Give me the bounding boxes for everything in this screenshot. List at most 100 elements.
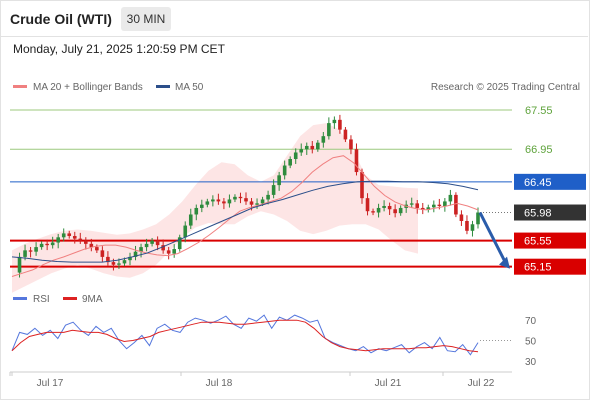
candle-body <box>365 198 370 212</box>
candle-body <box>117 263 121 265</box>
candle-body <box>343 129 348 140</box>
candle-body <box>200 204 204 208</box>
candle-body <box>227 199 232 204</box>
candle-body <box>50 242 55 246</box>
candle-body <box>260 199 265 204</box>
ma20-line <box>11 155 479 277</box>
level-tag-66.45 <box>514 173 586 190</box>
level-label-66.45: 66.45 <box>524 177 552 189</box>
candle-body <box>17 256 22 273</box>
candle-body <box>371 211 375 213</box>
candle-body <box>310 145 315 150</box>
candle-body <box>282 165 287 176</box>
ma50-legend-swatch <box>156 85 170 88</box>
candle-body <box>277 175 281 186</box>
candle-body <box>387 205 392 210</box>
candle-body <box>100 250 105 257</box>
x-tick-label: Jul 21 <box>375 378 402 389</box>
candle-body <box>409 203 414 205</box>
level-label-65.15: 65.15 <box>524 262 552 274</box>
candle-body <box>316 142 320 150</box>
candle-body <box>216 199 221 202</box>
level-label-67.55: 67.55 <box>525 105 553 117</box>
candle-body <box>244 198 248 202</box>
candle-body <box>166 250 171 254</box>
candle-body <box>233 196 237 200</box>
candle-body <box>144 243 149 248</box>
timeframe-badge[interactable]: 30 MIN <box>121 7 171 31</box>
candle-body <box>299 149 304 153</box>
x-tick-label: Jul 17 <box>37 378 64 389</box>
candle-body <box>89 243 94 248</box>
instrument-title: Crude Oil (WTI) <box>10 11 112 27</box>
candle-body <box>266 194 270 200</box>
candle-body <box>56 237 60 243</box>
candle-body <box>106 256 110 263</box>
candle-body <box>95 247 99 251</box>
candle-body <box>139 247 143 252</box>
candle-body <box>376 207 381 213</box>
candle-body <box>382 205 386 208</box>
level-tag-65.55 <box>514 232 586 249</box>
candle-body <box>161 245 165 251</box>
candle-body <box>332 119 337 124</box>
candle-body <box>23 250 27 257</box>
level-label-65.98: 65.98 <box>524 208 552 220</box>
candle-body <box>39 243 44 248</box>
ma9-legend-swatch <box>63 297 77 300</box>
candle-body <box>293 152 298 159</box>
rsi-legend-label: RSI <box>33 294 50 305</box>
x-tick-label: Jul 18 <box>206 378 233 389</box>
level-label-65.55: 65.55 <box>524 236 552 248</box>
candle-body <box>249 201 254 205</box>
candle-body <box>415 203 420 208</box>
ma20-legend-swatch <box>13 85 27 88</box>
candle-body <box>172 249 176 254</box>
candle-body <box>28 250 33 252</box>
candle-body <box>360 172 364 199</box>
candle-body <box>205 201 210 205</box>
candle-body <box>238 196 243 199</box>
forecast-arrow-head <box>499 256 510 269</box>
candle-body <box>321 136 326 143</box>
candle-body <box>78 238 83 241</box>
candle-body <box>222 201 226 204</box>
x-tick-label: Jul 22 <box>468 378 495 389</box>
rsi-tick-30: 30 <box>525 357 537 368</box>
candle-body <box>133 251 138 257</box>
credit-text: Research © 2025 Trading Central <box>431 82 580 93</box>
candle-body <box>338 119 342 130</box>
candle-body <box>45 243 49 246</box>
candle-body <box>349 139 353 150</box>
candle-body <box>111 262 116 265</box>
candle-body <box>67 233 72 237</box>
candle-body <box>271 185 276 195</box>
candle-body <box>155 240 160 246</box>
candle-body <box>354 149 359 173</box>
candle-body <box>61 233 66 238</box>
candle-body <box>183 225 188 238</box>
candle-body <box>426 207 431 210</box>
candle-body <box>34 247 38 252</box>
main-plot: 67.55 66.95 66.45 65.98 65.55 65.15 <box>10 105 586 293</box>
ma20-legend-label: MA 20 + Bollinger Bands <box>33 82 143 93</box>
header-divider <box>0 36 588 37</box>
candle-body <box>122 260 127 264</box>
candle-body <box>150 240 154 244</box>
ma9-legend-label: 9MA <box>82 294 103 305</box>
level-tag-65.15 <box>514 258 586 275</box>
rsi-tick-50: 50 <box>525 337 537 348</box>
candle-body <box>448 194 453 202</box>
candle-body <box>188 214 193 226</box>
rsi-ma9-line <box>11 319 479 353</box>
candle-body <box>393 209 397 214</box>
candle-body <box>459 214 464 221</box>
rsi-plot: 70 50 30 <box>11 314 537 368</box>
candle-body <box>255 203 259 205</box>
candle-body <box>398 207 403 214</box>
candle-body <box>288 159 292 166</box>
level-tag-65.98 <box>514 204 586 221</box>
candle-body <box>476 212 480 225</box>
candle-body <box>304 145 309 150</box>
